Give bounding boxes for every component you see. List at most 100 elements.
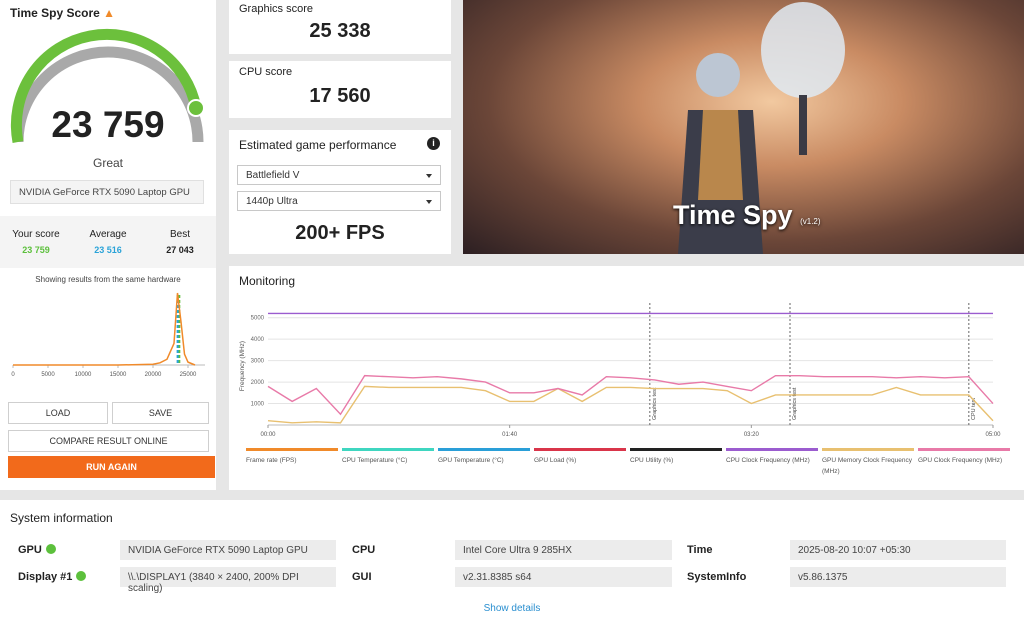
game-select[interactable]: Battlefield V bbox=[237, 165, 441, 185]
info-value: 2025-08-20 10:07 +05:30 bbox=[790, 540, 1006, 560]
info-icon[interactable]: i bbox=[427, 137, 440, 150]
phase-label: Graphics test bbox=[792, 387, 798, 420]
monitoring-chart: Frequency (MHz) 1000 2000 3000 4000 5000 00:00… bbox=[239, 303, 1001, 438]
x-tick-label: 10000 bbox=[75, 372, 92, 378]
legend-item: CPU Utility (%) bbox=[630, 448, 722, 477]
info-label: GUI bbox=[352, 571, 372, 583]
cpu-value: 17 560 bbox=[309, 85, 371, 107]
monitoring-legend: Frame rate (FPS) CPU Temperature (°C) GPU … bbox=[246, 448, 1010, 477]
show-details-link[interactable]: Show details bbox=[483, 603, 541, 614]
info-value: Intel Core Ultra 9 285HX bbox=[455, 540, 672, 560]
score-panel: Time Spy Score ▲ 23 759 Great NVIDIA GeF… bbox=[0, 0, 216, 490]
run-again-button[interactable]: RUN AGAIN bbox=[8, 456, 215, 478]
fps-value: 200+ FPS bbox=[295, 222, 385, 244]
y-tick-label: 3000 bbox=[251, 359, 265, 365]
info-label-text: GUI bbox=[352, 571, 372, 583]
distribution-line bbox=[13, 292, 196, 366]
score-title: Time Spy Score ▲ bbox=[10, 6, 115, 20]
gauge bbox=[10, 28, 205, 144]
legend-item: GPU Memory Clock Frequency (MHz) bbox=[822, 448, 914, 477]
distribution-chart: 0 5000 10000 15000 20000 25000 bbox=[11, 292, 205, 378]
comparison-label: Best bbox=[169, 229, 190, 240]
y-tick-label: 2000 bbox=[251, 380, 265, 386]
y-tick-label: 4000 bbox=[251, 337, 265, 343]
compare-button[interactable]: COMPARE RESULT ONLINE bbox=[8, 430, 209, 452]
x-tick-label: 15000 bbox=[110, 372, 127, 378]
x-tick-label: 5000 bbox=[41, 372, 55, 378]
save-button[interactable]: SAVE bbox=[112, 402, 209, 424]
score-value: 23 759 bbox=[51, 104, 165, 145]
graphics-score-card: Graphics score 25 338 bbox=[229, 0, 451, 54]
legend-item: CPU Clock Frequency (MHz) bbox=[726, 448, 818, 477]
system-info-title: System information bbox=[10, 511, 113, 525]
comparison-label: Average bbox=[89, 229, 127, 240]
y-tick-label: 1000 bbox=[251, 402, 265, 408]
x-tick-label: 25000 bbox=[180, 372, 197, 378]
cpu-score-card: CPU score 17 560 bbox=[229, 61, 451, 118]
monitoring-title: Monitoring bbox=[239, 274, 296, 288]
gauge-track bbox=[12, 46, 204, 143]
score-rating: Great bbox=[92, 156, 123, 170]
warning-icon: ▲ bbox=[103, 6, 116, 20]
system-info-panel: System information GPU NVIDIA GeForce RTX… bbox=[0, 500, 1024, 618]
hero-version: (v1.2) bbox=[800, 217, 821, 226]
game-performance-card: Estimated game performance i Battlefield… bbox=[229, 130, 451, 254]
graphics-value: 25 338 bbox=[309, 20, 371, 42]
series-line bbox=[267, 385, 994, 424]
gauge-fill bbox=[10, 28, 202, 144]
info-label-text: Time bbox=[687, 544, 713, 556]
info-label-text: CPU bbox=[352, 544, 376, 556]
hero-image: Time Spy (v1.2) bbox=[463, 0, 1024, 254]
legend-item: GPU Load (%) bbox=[534, 448, 626, 477]
info-value: NVIDIA GeForce RTX 5090 Laptop GPU bbox=[120, 540, 336, 560]
x-tick-label: 03:20 bbox=[744, 432, 760, 438]
title-text: Time Spy Score bbox=[10, 6, 100, 20]
info-label-text: Display #1 bbox=[18, 571, 73, 583]
cpu-label: CPU score bbox=[239, 66, 293, 78]
info-label: GPU bbox=[18, 544, 56, 556]
legend-item: GPU Clock Frequency (MHz) bbox=[918, 448, 1010, 477]
info-label: Time bbox=[687, 544, 712, 556]
info-value: \\.\DISPLAY1 (3840 × 2400, 200% DPI scal… bbox=[120, 567, 336, 594]
x-tick-label: 05:00 bbox=[985, 432, 1001, 438]
y-axis-label: Frequency (MHz) bbox=[239, 341, 246, 391]
info-value: v2.31.8385 s64 bbox=[455, 567, 672, 587]
distribution-caption: Showing results from the same hardware bbox=[35, 275, 181, 284]
comparison-value: 23 516 bbox=[94, 245, 122, 255]
preset-select[interactable]: 1440p Ultra bbox=[237, 191, 441, 211]
gauge-knob bbox=[187, 99, 205, 117]
graphics-label: Graphics score bbox=[239, 3, 313, 15]
hero-title-text: Time Spy bbox=[673, 200, 793, 230]
info-label: CPU bbox=[352, 544, 375, 556]
info-label: Display #1 bbox=[18, 571, 87, 583]
x-tick-label: 0 bbox=[11, 372, 15, 378]
helmet bbox=[696, 53, 740, 97]
legend-item: GPU Temperature (°C) bbox=[438, 448, 530, 477]
load-button[interactable]: LOAD bbox=[8, 402, 108, 424]
gpu-name: NVIDIA GeForce RTX 5090 Laptop GPU bbox=[10, 180, 204, 204]
game-perf-title: Estimated game performance bbox=[239, 138, 397, 152]
comparison-label: Your score bbox=[12, 229, 60, 240]
hero-art bbox=[678, 2, 845, 254]
status-ok-icon bbox=[76, 571, 87, 581]
info-label-text: SystemInfo bbox=[687, 571, 747, 583]
comparison-value: 27 043 bbox=[166, 245, 194, 255]
mirror-handle bbox=[799, 95, 807, 155]
legend-item: Frame rate (FPS) bbox=[246, 448, 338, 477]
x-tick-label: 00:00 bbox=[260, 432, 276, 438]
hero-title: Time Spy (v1.2) bbox=[673, 200, 821, 231]
legend-item: CPU Temperature (°C) bbox=[342, 448, 434, 477]
info-value: v5.86.1375 bbox=[790, 567, 1006, 587]
phase-label: CPU test bbox=[971, 398, 977, 420]
phase-label: Graphics test bbox=[652, 387, 658, 420]
mirror bbox=[761, 2, 845, 98]
comparison-value: 23 759 bbox=[22, 245, 50, 255]
x-tick-label: 01:40 bbox=[502, 432, 518, 438]
info-label: SystemInfo bbox=[687, 571, 746, 583]
figure-vest bbox=[698, 110, 743, 200]
x-tick-label: 20000 bbox=[145, 372, 162, 378]
info-label-text: GPU bbox=[18, 544, 42, 556]
series-line bbox=[267, 374, 994, 416]
